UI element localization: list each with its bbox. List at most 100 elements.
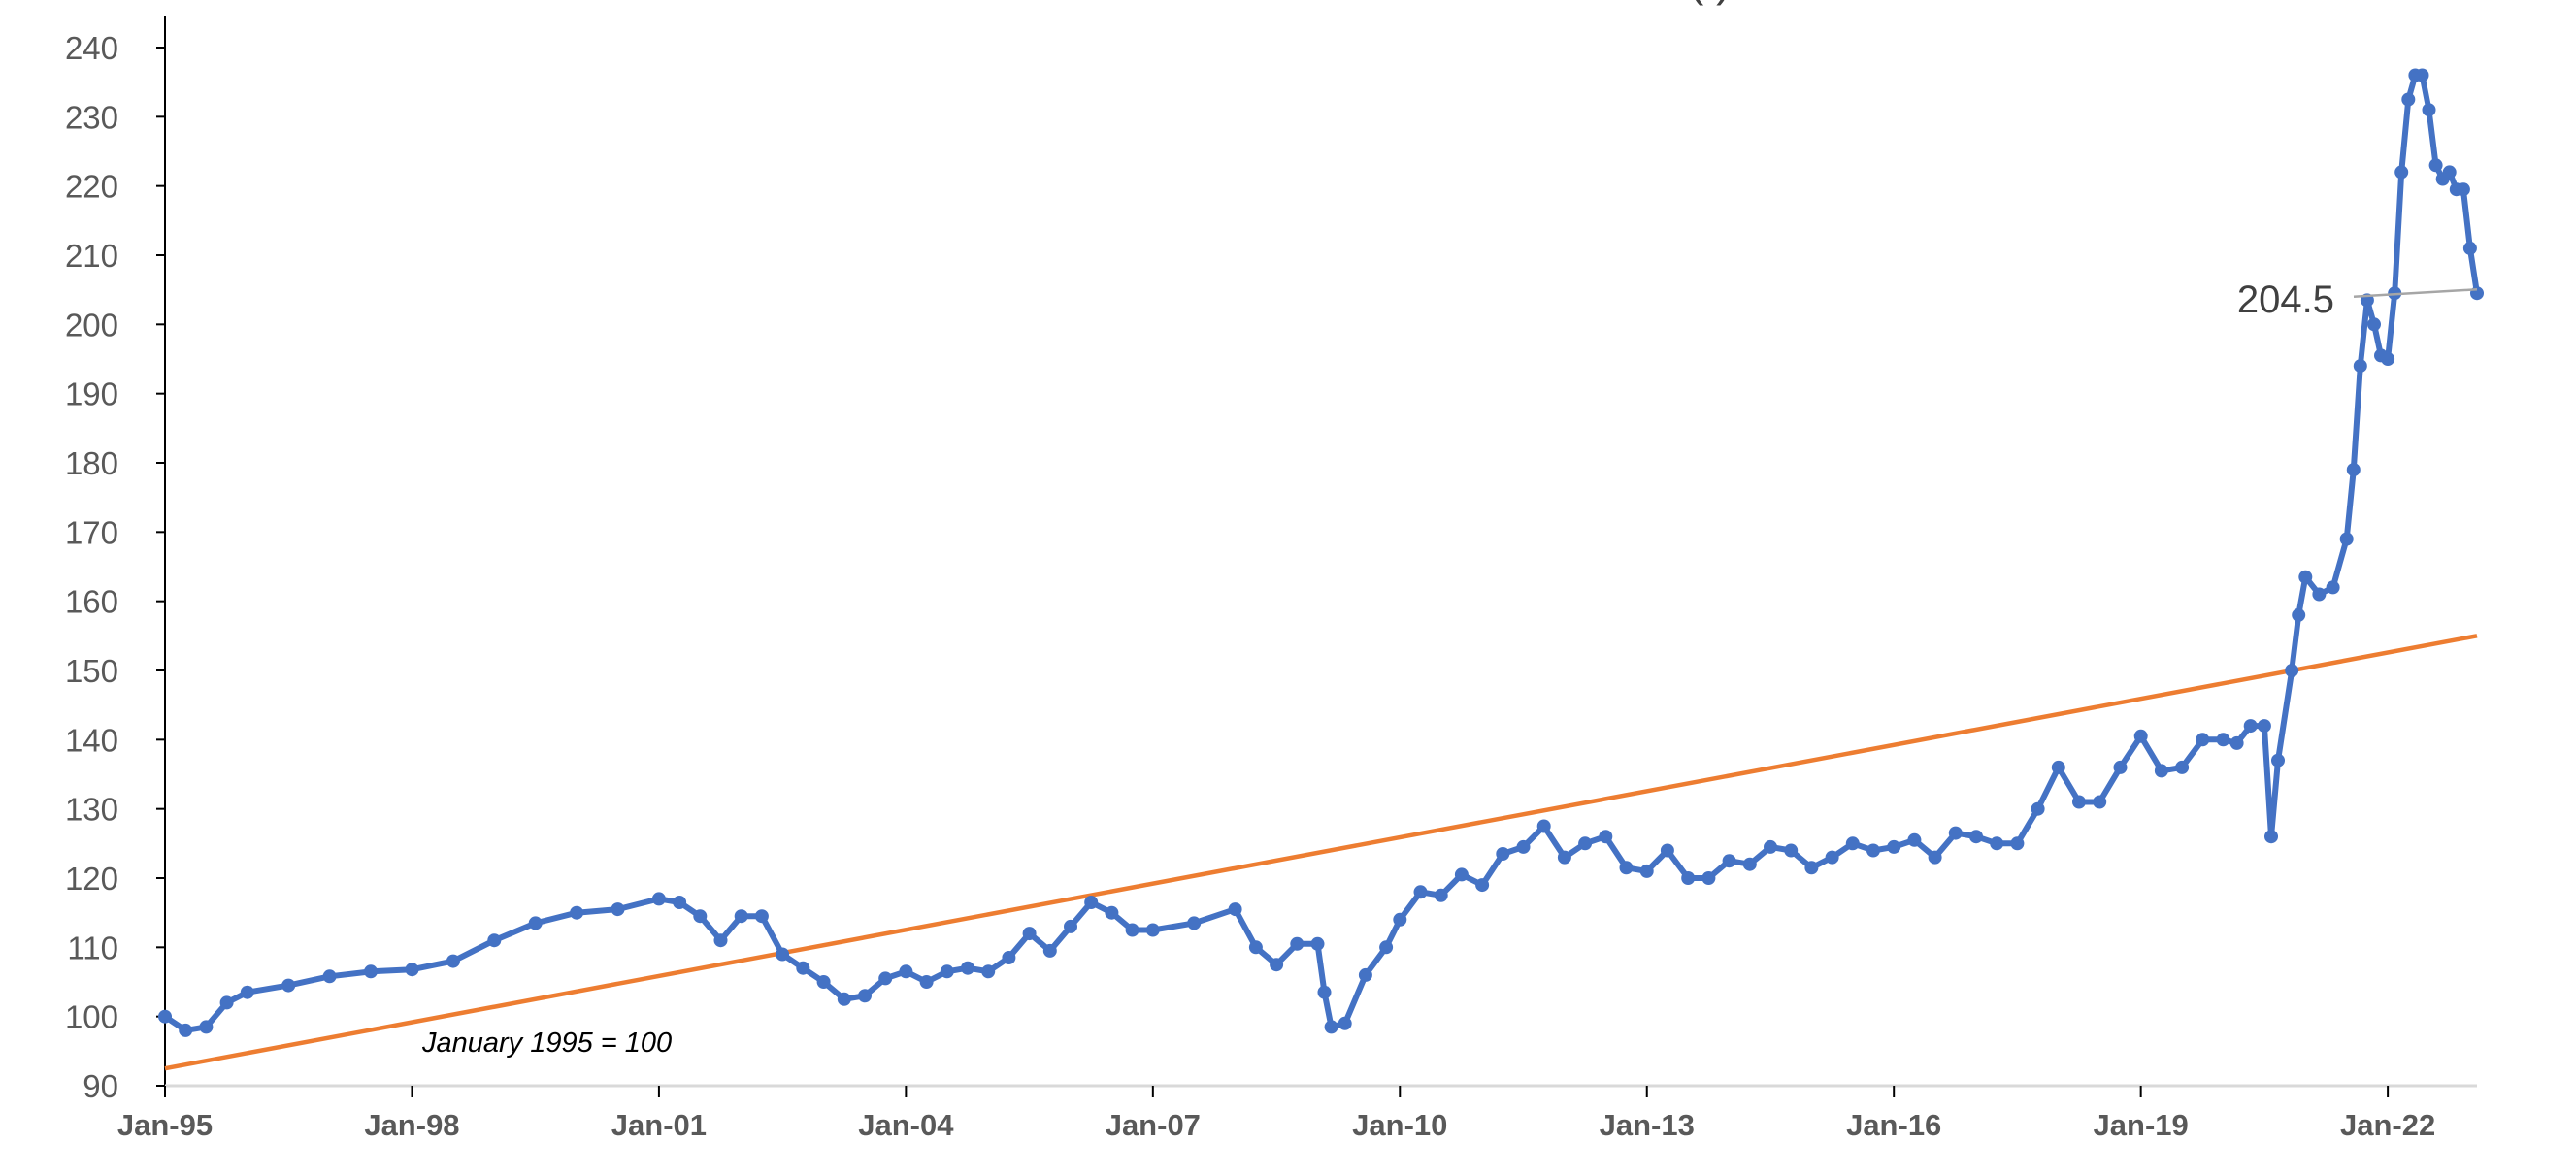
index-series-point [1825,850,1839,865]
index-series-point [2093,795,2107,809]
index-series-point [2298,570,2313,584]
y-tick-label: 210 [65,238,118,274]
y-tick-label: 100 [65,999,118,1035]
index-series-point [1105,905,1119,920]
index-series-point [2292,607,2306,622]
index-series-point [1228,902,1242,917]
index-series-point [2456,182,2470,197]
x-tick-label: Jan-98 [364,1108,459,1142]
end-value-label: 204.5 [2237,278,2334,321]
index-series-point [570,905,584,920]
y-tick-label: 240 [65,30,118,66]
y-tick-label: 160 [65,584,118,620]
index-series-point [1324,1020,1338,1034]
index-series-point [1290,936,1305,951]
index-series-point [1722,854,1736,868]
index-series-point [2264,830,2278,844]
index-series-point [754,909,769,924]
index-series-point [693,909,708,924]
y-tick-label: 220 [65,169,118,205]
index-series-point [1599,830,1613,844]
index-series-point [2051,760,2065,774]
index-series-point [2216,733,2230,747]
index-series-point [1516,839,1531,854]
index-series-point [673,896,687,909]
index-series-point [2381,352,2395,366]
y-tick-label: 110 [67,930,118,965]
index-series-point [2257,719,2271,734]
index-series-point [2394,165,2409,180]
index-series-point [1125,923,1139,937]
index-series-point [1990,836,2004,851]
end-label-leader-line [2353,287,2478,299]
index-series-point [651,892,666,906]
index-series-point [1969,830,1983,844]
index-series-point [1475,878,1490,893]
index-series-point [2031,801,2045,816]
index-series-point [1317,985,1332,999]
index-series-point [2428,158,2443,173]
index-series-point [2229,735,2244,750]
y-tick-label: 140 [65,722,118,758]
x-tick-label: Jan-19 [2094,1108,2189,1142]
index-series-point [1660,843,1674,858]
index-series-point [2271,753,2285,767]
x-tick-label: Jan-22 [2340,1108,2435,1142]
y-tick-label: 180 [65,445,118,481]
index-series-point [611,902,625,917]
index-series-point [1804,861,1819,875]
index-series-point [2339,532,2354,546]
index-series-point [1393,912,1407,927]
index-series-point [2346,463,2361,477]
chart-title-fragment: ( ) [1689,0,1731,6]
index-series-point [981,964,996,979]
index-series-point [1907,832,1922,847]
index-series-point [158,1009,172,1024]
y-tick-label: 130 [65,792,118,828]
index-series-point [1145,923,1160,937]
baseline-annotation: January 1995 = 100 [421,1028,672,1059]
index-series-point [1022,927,1037,941]
index-series-point [2072,795,2086,809]
index-series-point [1784,843,1799,858]
index-series-point [1187,916,1202,930]
index-series-point [2326,580,2340,595]
index-markers-layer [158,68,2484,1037]
index-series-point [776,947,790,962]
index-series-point [2175,760,2190,774]
index-series-point [1358,967,1372,982]
y-tick-label: 90 [83,1068,118,1104]
index-series-point [1338,1016,1352,1030]
index-series-line [162,72,2480,1033]
y-tick-label: 120 [65,861,118,897]
x-tick-label: Jan-07 [1106,1108,1201,1142]
index-series-point [1379,940,1394,955]
y-tick-label: 150 [65,653,118,689]
index-series-point [1454,867,1469,882]
index-series-point [878,971,893,986]
index-series-point [1413,885,1428,899]
index-series-point [2442,165,2457,180]
index-series-point [1536,819,1551,833]
index-series-point [1701,871,1716,885]
index-series-point [1310,936,1325,951]
index-series-point [199,1020,214,1034]
index-series-point [2462,241,2477,255]
index-series-point [2353,359,2367,374]
x-tick-label: Jan-13 [1600,1108,1695,1142]
index-series-layer [162,72,2480,1033]
index-series-point [2010,836,2025,851]
index-series-point [1248,940,1263,955]
index-series-point [713,933,728,948]
x-tick-label: Jan-95 [117,1108,213,1142]
index-series-point [2243,719,2258,734]
index-series-point [1845,836,1860,851]
y-tick-label: 200 [65,307,118,343]
index-series-point [2312,587,2327,602]
index-series-point [2401,92,2416,107]
index-series-point [919,975,934,989]
index-series-point [940,964,954,979]
x-tick-label: Jan-16 [1846,1108,1941,1142]
index-series-point [1002,951,1016,964]
index-series-point [1928,850,1942,865]
